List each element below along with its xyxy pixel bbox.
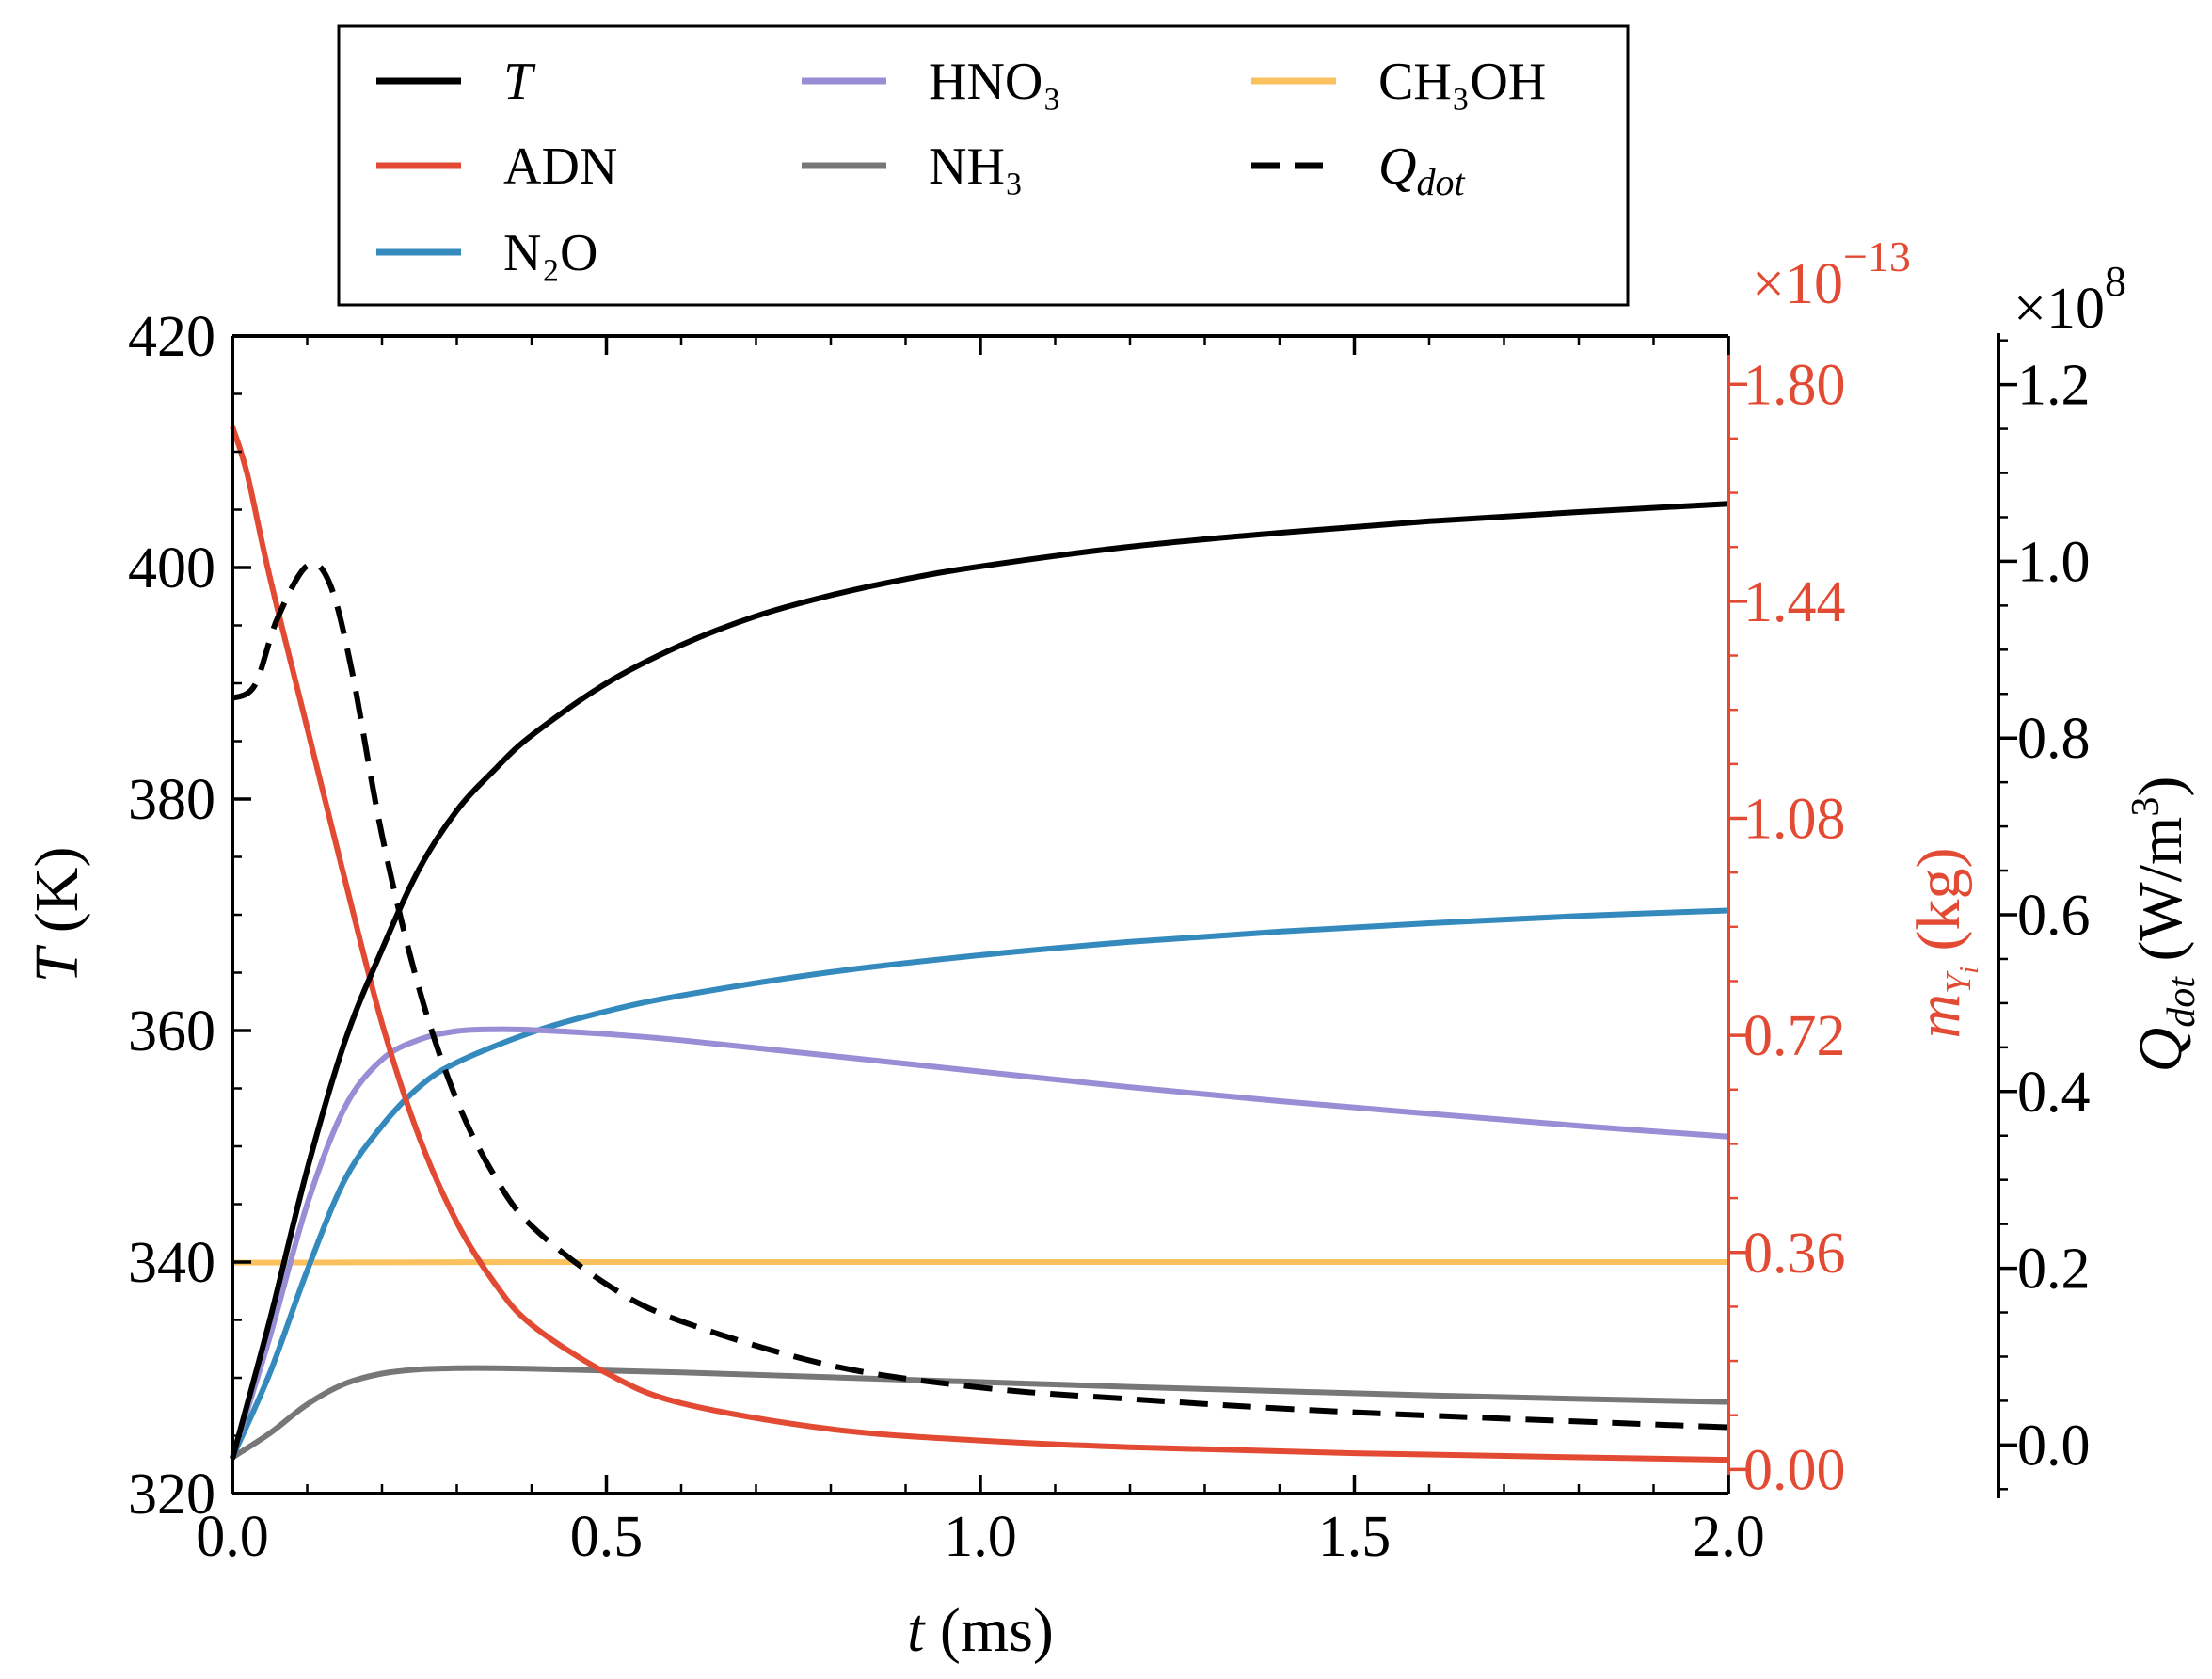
right1-axis-label: mYi (kg)	[1904, 847, 1984, 1038]
left-tick-label: 380	[128, 768, 215, 832]
right1-multiplier: ×10−13	[1752, 232, 1911, 316]
legend: T HNO₃ CH₃OH ADN NH₃ Qdot N₂O	[337, 24, 1630, 307]
x-tick-label: 1.5	[1318, 1505, 1392, 1569]
legend-label-hno3: HNO₃	[929, 53, 1061, 111]
left-tick-label: 420	[128, 305, 215, 369]
left-y-axis-label: T (K)	[23, 847, 91, 983]
series-qdot-line	[231, 560, 1729, 1431]
right1-tick-label: 1.08	[1743, 788, 1846, 852]
legend-label-t: T	[503, 53, 536, 111]
left-tick-label: 400	[128, 536, 215, 600]
series-adn-line	[230, 425, 1729, 1463]
left-tick-label: 360	[128, 999, 215, 1063]
series-nh3-line	[231, 1365, 1729, 1461]
x-tick-label: 0.0	[196, 1505, 269, 1569]
series-ch3oh-line	[231, 1258, 1728, 1266]
legend-label-n2o: N₂O	[503, 224, 597, 282]
right1-tick-label: 0.00	[1743, 1438, 1846, 1502]
right2-tick-label: 0.0	[2017, 1414, 2091, 1478]
series-hno3-line	[230, 1026, 1729, 1459]
left-tick-label: 320	[128, 1463, 215, 1527]
legend-label-ch3oh: CH₃OH	[1378, 53, 1546, 111]
right2-tick-label: 0.2	[2017, 1238, 2091, 1302]
legend-frame	[337, 24, 1630, 307]
right2-multiplier: ×108	[2013, 257, 2126, 341]
right2-tick-label: 0.4	[2017, 1061, 2091, 1125]
x-axis-label: t (ms)	[907, 1596, 1054, 1665]
axis-labels: t (ms) T (K) mYi (kg) Qdot (W/m3) ×10−13 ×108	[23, 232, 2204, 1665]
right2-tick-label: 0.8	[2017, 707, 2091, 771]
axes-layer: 0.0 0.5 1.0 1.5 2.0 320 340 360 380 400 420 0.00 0.3…	[128, 305, 2091, 1569]
legend-label-qdot: Qdot	[1378, 137, 1465, 203]
x-tick-label: 2.0	[1692, 1505, 1765, 1569]
legend-label-nh3: NH₃	[929, 137, 1023, 196]
right1-tick-label: 0.72	[1743, 1004, 1846, 1068]
left-tick-label: 340	[128, 1231, 215, 1295]
right1-tick-label: 1.80	[1743, 353, 1846, 417]
x-tick-label: 0.5	[570, 1505, 644, 1569]
series-n2o-line	[230, 907, 1729, 1459]
right1-tick-label: 0.36	[1743, 1222, 1846, 1286]
series-layer	[230, 425, 1729, 1463]
right1-tick-label: 1.44	[1743, 570, 1846, 634]
legend-label-adn: ADN	[503, 137, 617, 196]
x-tick-label: 1.0	[944, 1505, 1017, 1569]
series-t-line	[230, 501, 1729, 1460]
right2-tick-label: 1.0	[2017, 530, 2091, 594]
right2-tick-label: 1.2	[2017, 354, 2091, 418]
right2-axis-label: Qdot (W/m3)	[2124, 776, 2204, 1073]
right2-tick-label: 0.6	[2017, 884, 2091, 948]
